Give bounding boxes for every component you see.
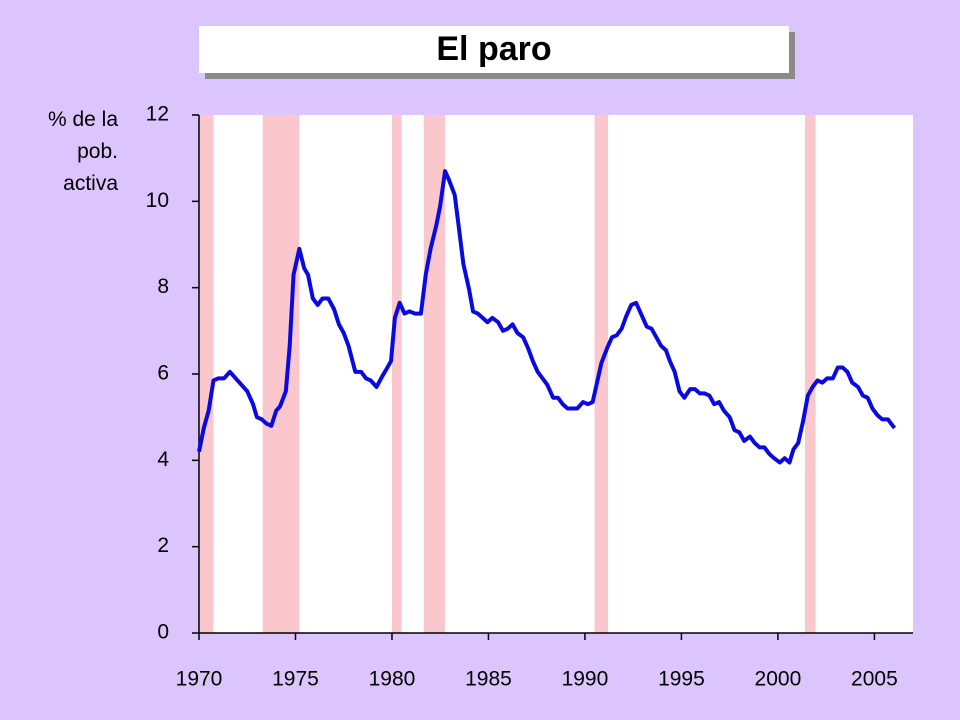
- data-line: [197, 169, 897, 465]
- title-box: [199, 26, 789, 73]
- x-tick-label: 1980: [369, 668, 416, 691]
- recession-band: [804, 115, 816, 633]
- chart-title: El paro: [436, 30, 551, 68]
- recession-band: [391, 115, 402, 633]
- x-tick-label: 1990: [562, 668, 609, 691]
- recession-band: [199, 115, 214, 633]
- x-tick-label: 1975: [272, 668, 319, 691]
- x-tick-label: 1970: [176, 668, 223, 691]
- y-tick-label: 12: [146, 103, 169, 126]
- y-tick-label: 4: [157, 448, 169, 471]
- y-tick-label: 8: [157, 275, 169, 298]
- x-tick-label: 2000: [755, 668, 802, 691]
- recession-band: [423, 115, 446, 633]
- x-tick-label: 1985: [465, 668, 512, 691]
- recession-band: [594, 115, 609, 633]
- plot-area: [199, 115, 913, 633]
- x-tick-label: 1995: [658, 668, 705, 691]
- x-tick-label: 2005: [851, 668, 898, 691]
- y-tick-label: 2: [157, 534, 169, 557]
- y-tick-label: 10: [146, 189, 169, 212]
- y-axis-label: % de la pob. activa: [47, 108, 118, 195]
- recession-band: [262, 115, 300, 633]
- y-tick-label: 0: [157, 621, 169, 644]
- y-tick-label: 6: [157, 362, 169, 385]
